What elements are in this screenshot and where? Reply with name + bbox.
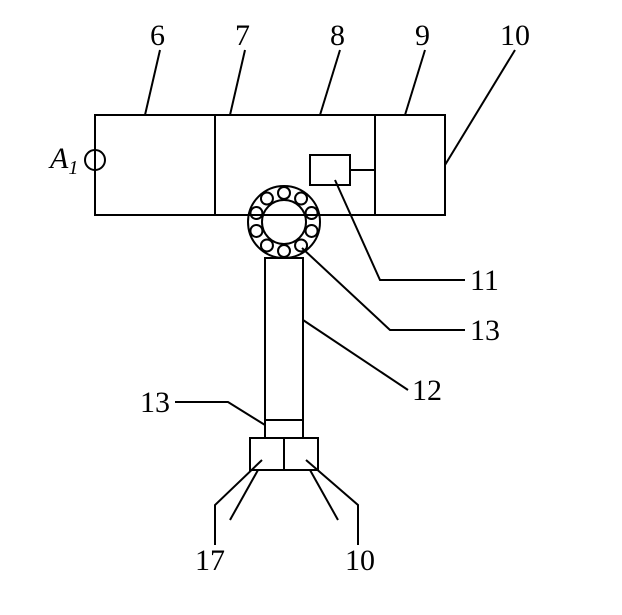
leader-L9 [405,50,425,115]
leader-L17 [215,460,262,545]
leader-L13b [175,402,265,425]
label-6: 6 [150,19,165,52]
leader-lines [145,50,515,545]
leader-L6 [145,50,160,115]
bearing-ball [306,225,318,237]
label-12: 12 [412,374,442,407]
bearing-ball [295,193,307,205]
patent-diagram: A1 6 7 8 9 10 11 13 12 13 17 10 [0,0,622,615]
label-10-lower: 10 [345,544,375,577]
leader-L10b [306,460,358,545]
label-9: 9 [415,19,430,52]
bearing-ball [261,239,273,251]
leader-L10 [445,50,515,165]
label-17: 17 [195,544,225,577]
label-13-upper: 13 [470,314,500,347]
leader-L8 [320,50,340,115]
bearing-ball [278,245,290,257]
bearing-ball [278,187,290,199]
bearing-ball [250,207,262,219]
part-11-rect [310,155,350,185]
label-a1: A1 [48,142,78,179]
leader-L13a [302,248,465,330]
bearing-balls [250,187,317,257]
labels: A1 6 7 8 9 10 11 13 12 13 17 10 [48,19,530,577]
housing-rect [95,115,445,215]
label-13-lower: 13 [140,386,170,419]
leader-L7 [230,50,245,115]
label-8: 8 [330,19,345,52]
bearing [248,186,320,258]
bearing-ball [295,239,307,251]
bearing-inner-ring [262,200,306,244]
label-7: 7 [235,19,250,52]
shaft-rect [265,258,303,438]
bearing-ball [250,225,262,237]
bearing-outer-ring [248,186,320,258]
foot-leg-right [310,470,338,520]
bearing-ball [306,207,318,219]
label-11: 11 [470,264,499,297]
label-10: 10 [500,19,530,52]
bearing-ball [261,193,273,205]
